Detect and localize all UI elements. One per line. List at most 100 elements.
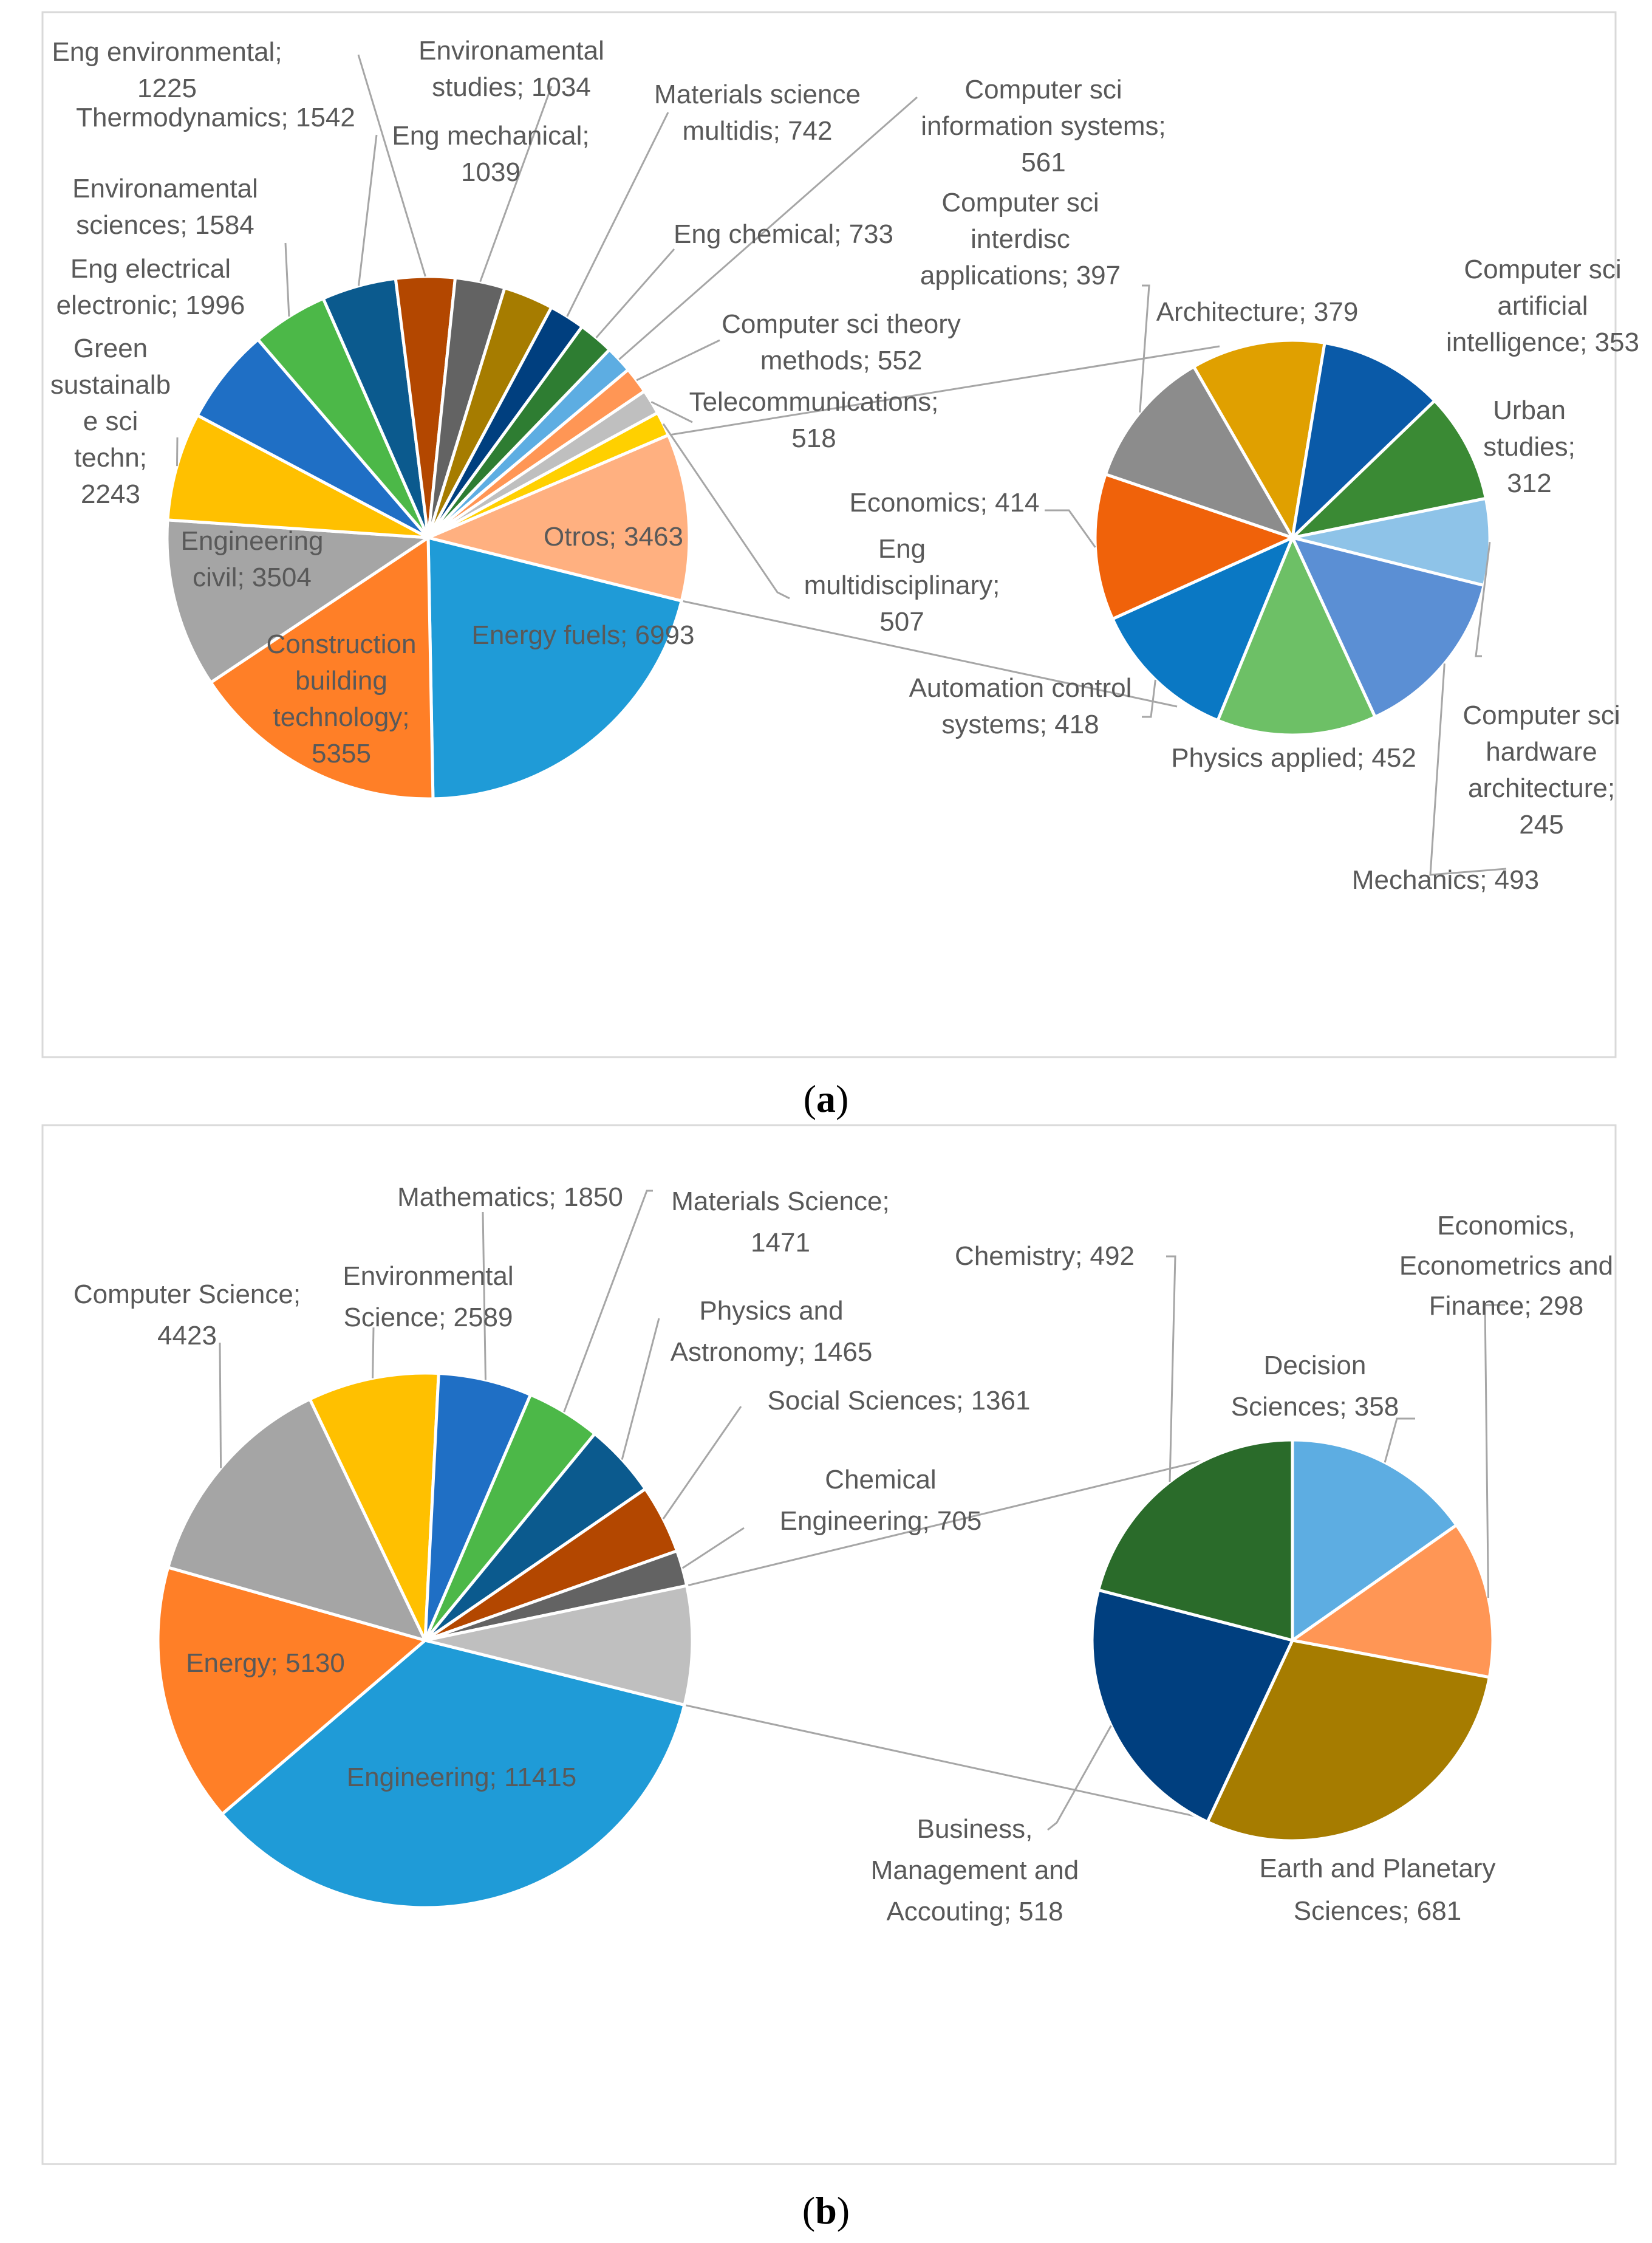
caption-a: (a) [804,1077,849,1120]
label-engineering-civil: Engineering civil; 3504 [181,526,324,592]
label-automation-control: Automation control systems; 418 [909,673,1132,739]
leader-decision-sciences [1384,1417,1415,1463]
label-materials-science-b: Materials Science; 1471 [671,1187,889,1258]
label-decision-sciences: Decision Sciences; 358 [1231,1351,1399,1422]
leader-mechanics [1429,663,1507,876]
pie-b-slice-mathematics [423,1371,533,1641]
label-otros: Otros; 3463 [544,522,683,552]
label-social-sciences: Social Sciences; 1361 [768,1386,1031,1416]
pie-a-slice-engineering-civil [165,518,433,685]
label-telecommunications: Telecommunications; 518 [689,387,939,453]
label-earth-planetary: Earth and Planetary Sciences; 681 [1260,1854,1496,1926]
leader-cs-information [618,96,918,360]
label-env-sciences: Environamental sciences; 1584 [72,174,258,240]
pie-a-slice-otros [423,433,691,603]
leader-mathematics [482,1211,486,1380]
leader-environmental-science [372,1327,375,1378]
pie-a-sec-slice-physics-applied [1215,533,1377,737]
pie-a-sec-slice-urban-studies [1288,399,1488,541]
pie-b-sec-slice-economics-econometrics-and-finance [1288,1522,1495,1679]
leader-computer-science [219,1342,222,1468]
label-cs-ai: Computer sci artificial intelligence; 353 [1446,255,1639,357]
label-mechanics: Mechanics; 493 [1352,865,1539,895]
pie-a-secondary [1093,338,1492,737]
leader-materials-science [566,112,669,317]
leader-env-sciences [284,242,290,317]
chart-b: Engineering; 11415 Energy; 5130 Computer S… [73,1182,1613,1926]
pie-b-slice-environmental-science [307,1371,440,1642]
pie-a-sec-slice-computer-sci-artificial-intelligence [1290,341,1437,543]
pie-of-pie-connectors-a [668,345,1220,708]
chart-a: Energy fuels; 6993 Otros; 3463 Constructio… [50,36,1639,895]
connector-bottom-b [684,1704,1214,1821]
label-eng-environmental: Eng environmental; 1225 [52,37,282,103]
pie-b-main [156,1371,694,1909]
label-urban-studies: Urban studies; 312 [1483,396,1575,498]
label-economics: Economics; 414 [849,488,1039,518]
pie-b-slice-other [425,1584,694,1707]
leader-economics-b [1484,1304,1505,1598]
connector-top-a [668,345,1220,436]
leader-thermodynamics [358,134,378,286]
label-environmental-science: Environmental Science; 2589 [343,1261,513,1332]
label-energy-fuels: Energy fuels; 6993 [472,620,695,650]
label-mathematics: Mathematics; 1850 [397,1182,623,1212]
label-engineering: Engineering; 11415 [347,1762,576,1792]
pie-b-sec-slice-earth-and-planetary-sciences [1205,1639,1492,1843]
leader-chemistry [1166,1255,1176,1482]
pie-a-slice-eng-electrical-electronic [195,337,429,539]
label-economics-b: Economics, Econometrics and Finance; 298 [1399,1211,1613,1321]
leader-env-studies [479,86,553,283]
pie-of-pie-connectors-b [684,1457,1214,1821]
pie-a-slice-energy-fuels [426,535,684,801]
label-materials-science: Materials science multidis; 742 [654,80,861,146]
label-eng-chemical: Eng chemical; 733 [674,219,893,249]
leader-eng-chemical [595,248,675,338]
leader-social-sciences [662,1406,742,1519]
leader-automation [1142,679,1156,718]
pie-b-secondary [1090,1438,1495,1843]
pie-a-sec-slice-automation-control-systems [1110,535,1295,723]
leader-chemical-engineering [681,1527,745,1569]
connector-top-b [686,1457,1214,1587]
leader-materials-science-b [563,1190,653,1413]
leader-lines-a [176,54,1507,876]
label-eng-mechanical: Eng mechanical; 1039 [392,121,589,187]
leader-telecom [650,401,693,423]
label-energy: Energy; 5130 [186,1648,345,1678]
pie-a-slice-green-sustainalbe-sci-techn [166,413,429,539]
label-cs-hardware: Computer sci hardware architecture; 245 [1463,700,1620,840]
pie-b-slice-energy [156,1565,429,1817]
leader-cs-interdisc [1139,284,1150,413]
leader-cs-hardware [1475,541,1491,657]
label-architecture: Architecture; 379 [1156,297,1359,327]
pie-b-sec-slice-business-management-and-accouting [1090,1588,1295,1824]
label-business-management: Business, Management and Accouting; 518 [871,1814,1079,1926]
connector-bottom-a [681,600,1178,708]
label-eng-multidisciplinary: Eng multidisciplinary; 507 [804,534,1000,637]
leader-eng-environmental [357,54,426,277]
pie-b-sec-slice-chemistry [1096,1438,1294,1643]
leader-physics-astronomy [621,1318,660,1460]
label-construction-building: Construction building technology; 5355 [266,629,416,769]
leader-economics [1045,509,1096,548]
pie-b-sec-slice-decision-sciences [1291,1438,1459,1643]
pie-a-sec-slice-economics [1093,472,1297,622]
pie-a-sec-slice-architecture [1192,338,1326,543]
label-chemistry: Chemistry; 492 [955,1241,1135,1271]
pie-a-main [165,275,691,801]
label-eng-electrical: Eng electrical electronic; 1996 [56,254,245,320]
label-green-sustainable: Green sustainalb e sci techn; 2243 [50,334,171,509]
label-chemical-engineering: Chemical Engineering; 705 [780,1465,982,1536]
pie-b-slice-engineering [220,1639,686,1909]
label-physics-astronomy: Physics and Astronomy; 1465 [671,1296,873,1367]
label-computer-science: Computer Science; 4423 [73,1279,301,1351]
pie-a-slice-construction-building-technology [208,535,435,801]
leader-business-management [1047,1725,1112,1831]
label-cs-information-systems: Computer sci information systems; 561 [921,75,1166,177]
data-labels-b: Engineering; 11415 Energy; 5130 Computer S… [73,1182,1613,1926]
label-cs-interdisc: Computer sci interdisc applications; 397 [920,188,1121,290]
data-labels-a: Energy fuels; 6993 Otros; 3463 Constructio… [50,36,1639,895]
caption-b: (b) [802,2189,850,2232]
